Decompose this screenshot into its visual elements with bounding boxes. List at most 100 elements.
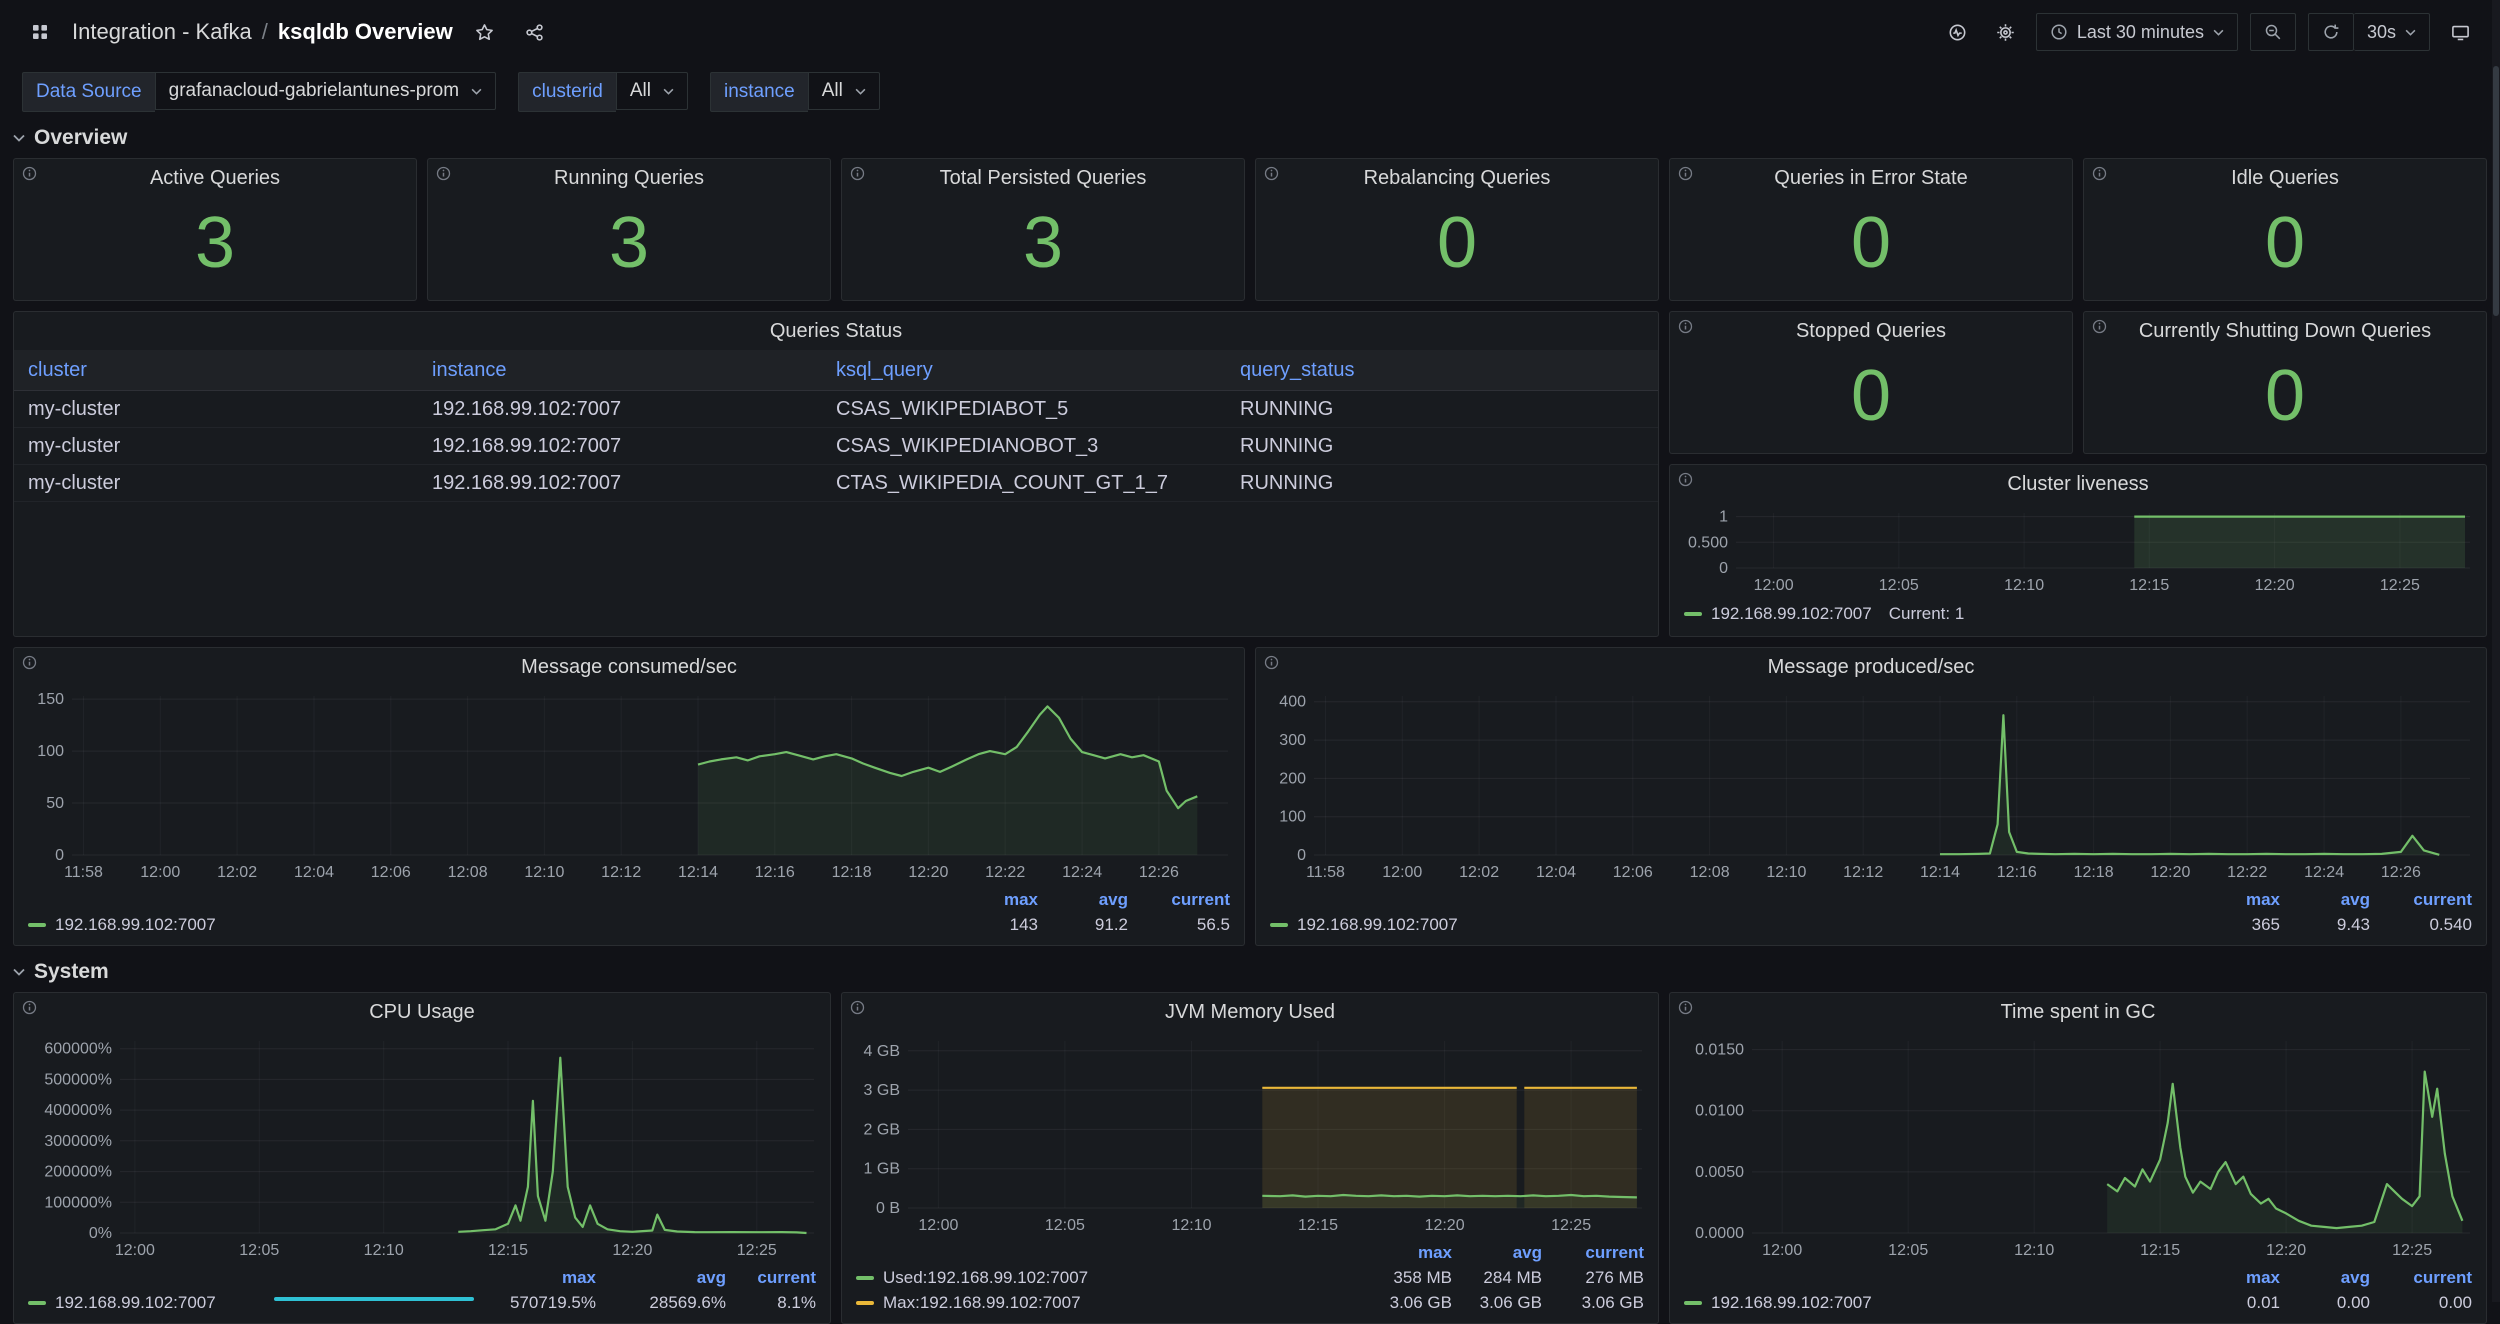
row-header-system[interactable]: System — [13, 956, 2487, 988]
panel-title[interactable]: CPU Usage — [369, 1000, 475, 1023]
legend-col-max[interactable]: max — [561, 1267, 596, 1287]
column-header-instance[interactable]: instance — [432, 358, 507, 381]
series-name[interactable]: 192.168.99.102:7007 — [28, 1293, 456, 1313]
svg-text:0.0150: 0.0150 — [1695, 1042, 1744, 1059]
info-icon[interactable] — [436, 166, 451, 181]
insights-icon[interactable] — [1940, 14, 1976, 50]
refresh-button[interactable] — [2307, 13, 2354, 51]
series-name[interactable]: Max:192.168.99.102:7007 — [856, 1293, 1350, 1313]
vertical-scrollbar-track[interactable] — [2492, 0, 2500, 1302]
legend-col-current[interactable]: current — [2413, 889, 2472, 909]
panel-title[interactable]: Time spent in GC — [2000, 1000, 2156, 1023]
svg-text:200: 200 — [1279, 770, 1306, 787]
info-icon[interactable] — [1678, 319, 1693, 334]
info-icon[interactable] — [1678, 472, 1693, 487]
message-produced-chart[interactable]: 11:58 12:00 12:02 12:04 12:06 12:08 12:10 12:12… — [1256, 686, 2486, 887]
row-system-label: System — [34, 960, 109, 983]
series-name[interactable]: Used:192.168.99.102:7007 — [856, 1268, 1350, 1288]
legend-col-max[interactable]: max — [1003, 889, 1038, 909]
svg-text:3 GB: 3 GB — [864, 1082, 900, 1099]
legend-col-avg[interactable]: avg — [2340, 889, 2370, 909]
legend-col-current[interactable]: current — [1171, 889, 1230, 909]
panel-title[interactable]: Rebalancing Queries — [1363, 166, 1551, 189]
breadcrumb-folder[interactable]: Integration - Kafka — [72, 19, 252, 44]
info-icon[interactable] — [22, 655, 37, 670]
stat-value: 3 — [1022, 202, 1064, 283]
info-icon[interactable] — [2092, 166, 2107, 181]
info-icon[interactable] — [2092, 319, 2107, 334]
panel-title[interactable]: Total Persisted Queries — [939, 166, 1147, 189]
legend-col-avg[interactable]: avg — [2340, 1267, 2370, 1287]
panel-title[interactable]: Idle Queries — [2231, 166, 2339, 189]
info-icon[interactable] — [1678, 166, 1693, 181]
share-icon[interactable] — [517, 14, 553, 50]
info-icon[interactable] — [22, 1000, 37, 1015]
stat-value: 0 — [1850, 355, 1892, 436]
legend-col-avg[interactable]: avg — [1098, 889, 1128, 909]
var-instance-label: instance — [709, 72, 808, 112]
info-icon[interactable] — [1264, 655, 1279, 670]
star-icon[interactable] — [467, 14, 503, 50]
panel-title[interactable]: Queries in Error State — [1774, 166, 1968, 189]
time-range-picker[interactable]: Last 30 minutes — [2035, 13, 2238, 51]
panel-title[interactable]: Running Queries — [553, 166, 705, 189]
legend-col-max[interactable]: max — [2245, 889, 2280, 909]
legend-col-avg[interactable]: avg — [696, 1267, 726, 1287]
info-icon[interactable] — [850, 166, 865, 181]
jvm-memory-chart[interactable]: 12:00 12:05 12:10 12:15 12:20 12:25 0 B 1 GB 2 G… — [842, 1031, 1658, 1240]
var-clusterid-select[interactable]: All — [615, 72, 688, 110]
refresh-group: 30s — [2307, 13, 2430, 51]
svg-text:12:00: 12:00 — [1762, 1242, 1802, 1259]
var-instance-select[interactable]: All — [807, 72, 880, 110]
info-icon[interactable] — [850, 1000, 865, 1015]
series-name[interactable]: 192.168.99.102:7007 — [1684, 1293, 2178, 1313]
panel-title[interactable]: Message consumed/sec — [521, 655, 737, 678]
info-icon[interactable] — [1264, 166, 1279, 181]
legend-current-value: 276 MB — [1585, 1267, 1644, 1287]
info-icon[interactable] — [22, 166, 37, 181]
series-name[interactable]: 192.168.99.102:7007 — [28, 915, 936, 935]
row-header-overview[interactable]: Overview — [13, 122, 2487, 154]
settings-gear-icon[interactable] — [1988, 14, 2024, 50]
info-icon[interactable] — [1678, 1000, 1693, 1015]
gc-time-chart[interactable]: 12:00 12:05 12:10 12:15 12:20 12:25 0.0000 0.00… — [1670, 1031, 2486, 1265]
panel-title[interactable]: Active Queries — [149, 166, 281, 189]
legend-col-current[interactable]: current — [1585, 1242, 1644, 1262]
legend-col-max[interactable]: max — [1417, 1242, 1452, 1262]
var-clusterid: clusterid All — [518, 72, 688, 112]
column-header-cluster[interactable]: cluster — [28, 358, 87, 381]
message-consumed-chart[interactable]: 11:58 12:00 12:02 12:04 12:06 12:08 12:10 12:12… — [14, 686, 1244, 887]
cluster-liveness-chart[interactable]: 12:00 12:05 12:10 12:15 12:20 12:25 0 0.500 1 — [1670, 503, 2486, 600]
svg-text:0.0100: 0.0100 — [1695, 1103, 1744, 1120]
svg-text:600000%: 600000% — [44, 1041, 112, 1058]
legend-avg-value: 9.43 — [2336, 914, 2370, 934]
panel-title[interactable]: Queries Status — [769, 319, 903, 342]
legend-col-current[interactable]: current — [2413, 1267, 2472, 1287]
panel-title[interactable]: Stopped Queries — [1795, 319, 1947, 342]
refresh-interval-select[interactable]: 30s — [2353, 13, 2430, 51]
zoom-out-button[interactable] — [2249, 13, 2296, 51]
panel-title[interactable]: Cluster liveness — [2007, 472, 2149, 495]
system-row: CPU Usage 12:00 12:05 12:10 12:15 12:20 12:25… — [13, 992, 2487, 1324]
apps-grid-icon[interactable] — [22, 14, 58, 50]
tv-mode-icon[interactable] — [2442, 14, 2478, 50]
var-datasource-select[interactable]: grafanacloud-gabrielantunes-prom — [154, 72, 497, 110]
panel-title[interactable]: Message produced/sec — [1767, 655, 1975, 678]
vertical-scrollbar-thumb[interactable] — [2493, 66, 2499, 316]
horizontal-scroll-indicator[interactable] — [274, 1297, 474, 1301]
legend-col-max[interactable]: max — [2245, 1267, 2280, 1287]
series-name[interactable]: 192.168.99.102:7007 — [1270, 915, 2178, 935]
panel-title[interactable]: JVM Memory Used — [1164, 1000, 1336, 1023]
series-name[interactable]: 192.168.99.102:7007 — [1711, 604, 1872, 623]
cpu-usage-chart[interactable]: 12:00 12:05 12:10 12:15 12:20 12:25 0% 100000% 2… — [14, 1031, 830, 1265]
panel-title[interactable]: Currently Shutting Down Queries — [2138, 319, 2432, 342]
legend-row: 192.168.99.102:7007 570719.5% 28569.6% 8… — [28, 1290, 816, 1315]
top-nav: Integration - Kafka / ksqldb Overview La… — [0, 0, 2500, 64]
svg-text:1: 1 — [1719, 509, 1728, 526]
legend-col-avg[interactable]: avg — [1512, 1242, 1542, 1262]
column-header-query-status[interactable]: query_status — [1240, 358, 1355, 381]
legend-col-current[interactable]: current — [757, 1267, 816, 1287]
panel-cpu-usage: CPU Usage 12:00 12:05 12:10 12:15 12:20 12:25… — [13, 992, 831, 1324]
column-header-ksql-query[interactable]: ksql_query — [836, 358, 933, 381]
svg-text:12:15: 12:15 — [2140, 1242, 2180, 1259]
